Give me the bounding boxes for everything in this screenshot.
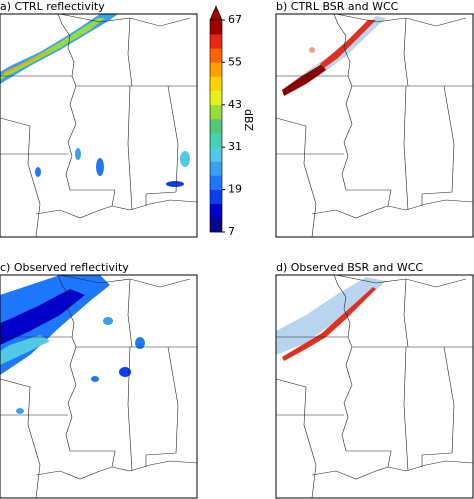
colorbar-tick-label: 7 [228,225,235,238]
colorbar-tick-label: 19 [228,183,242,196]
colorbar-segment [210,62,222,77]
colorbar-frame [209,19,223,233]
colorbar-segment [210,104,222,120]
colorbar-segment [210,161,222,176]
colorbar-tick-label: 31 [228,140,242,153]
panel-title: c) Observed reflectivity [0,261,129,274]
map-panel [275,13,474,238]
colorbar: 7 19 31 43 55 67 [209,5,242,238]
colorbar-tick-label: 67 [228,13,242,26]
colorbar-segment [210,118,222,134]
map-panel [0,274,198,499]
colorbar-segment [210,76,222,91]
colorbar-segment [210,34,222,49]
colorbar-segment [210,175,222,190]
colorbar-segment [210,203,222,219]
panel-title: a) CTRL reflectivity [0,0,105,13]
colorbar-segment [210,133,222,148]
colorbar-segment [210,20,222,35]
colorbar-segment [210,48,222,63]
map-panel [0,13,198,238]
colorbar-extension [209,5,223,21]
colorbar-segment [210,90,222,106]
colorbar-segment [210,217,222,233]
colorbar-label: dBZ [242,109,255,132]
panel-title: d) Observed BSR and WCC [276,261,423,274]
map-panel [275,274,474,499]
panel-title: b) CTRL BSR and WCC [276,0,399,13]
colorbar-segment [210,147,222,162]
colorbar-segment [210,189,222,205]
colorbar-tick-label: 43 [228,98,242,111]
colorbar-tick-label: 55 [228,55,242,68]
